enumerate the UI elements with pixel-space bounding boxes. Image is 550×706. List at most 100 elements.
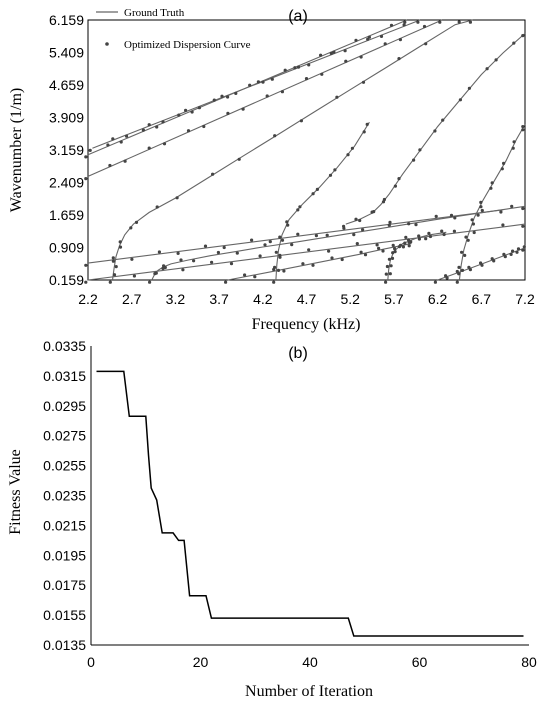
- optimized-point: [132, 274, 136, 278]
- optimized-point: [521, 224, 525, 228]
- optimized-point: [354, 38, 358, 42]
- optimized-point: [274, 250, 278, 254]
- optimized-point: [393, 184, 397, 188]
- optimized-point: [147, 146, 151, 150]
- optimized-point: [84, 280, 88, 284]
- optimized-point: [250, 238, 254, 242]
- y-tick-label: 5.409: [49, 45, 84, 61]
- optimized-point: [296, 65, 301, 69]
- optimized-point: [407, 240, 411, 244]
- y-tick-label: 0.0275: [43, 428, 86, 444]
- optimized-point: [177, 113, 181, 117]
- optimized-point: [442, 232, 446, 237]
- ground-truth-curve: [92, 19, 421, 149]
- ground-truth-curve: [87, 223, 526, 281]
- y-axis-label-a: Wavenumber (1/m): [8, 88, 25, 212]
- optimized-point: [363, 253, 368, 257]
- optimized-point: [463, 253, 467, 257]
- optimized-point: [125, 134, 129, 138]
- optimized-point: [342, 224, 346, 228]
- optimized-point: [490, 181, 494, 185]
- optimized-point: [333, 168, 337, 172]
- optimized-point: [197, 106, 201, 110]
- optimized-point: [273, 134, 277, 138]
- optimized-point: [328, 173, 333, 177]
- optimized-point: [280, 238, 285, 242]
- optimized-point: [332, 50, 336, 54]
- x-tick-labels-a: 2.2 2.7 3.2 3.7 4.2 4.7 5.2 5.7 6.2 6.7 7.2: [78, 291, 535, 307]
- optimized-point: [175, 196, 179, 200]
- x-tick-label: 3.7: [209, 291, 229, 307]
- x-axis-label-b: Number of Iteration: [245, 683, 373, 700]
- optimized-point: [372, 210, 376, 214]
- ground-truth-curve: [87, 209, 504, 264]
- dispersion-chart: 2.2 2.7 3.2 3.7 4.2 4.7 5.2 5.7 6.2 6.7 7.2 0.1590…: [8, 7, 535, 333]
- x-tick-label: 60: [412, 654, 428, 670]
- x-tick-label: 20: [193, 654, 209, 670]
- optimized-point: [241, 107, 245, 111]
- optimized-point: [129, 226, 133, 230]
- optimized-point: [147, 123, 151, 127]
- x-tick-label: 4.2: [253, 291, 273, 307]
- optimized-point: [522, 245, 526, 249]
- optimized-point: [330, 256, 334, 260]
- optimized-point: [261, 80, 265, 84]
- ground-truth-curve: [387, 231, 447, 281]
- x-tick-label: 40: [302, 654, 318, 670]
- optimized-point: [307, 248, 311, 252]
- optimized-point: [301, 262, 305, 266]
- optimized-point: [111, 256, 115, 260]
- optimized-point: [502, 161, 506, 165]
- optimized-point: [358, 218, 362, 223]
- optimized-point: [397, 245, 402, 249]
- optimized-point: [453, 216, 457, 220]
- optimized-point: [359, 55, 363, 59]
- optimized-point: [416, 20, 420, 24]
- x-tick-label: 2.2: [78, 291, 98, 307]
- optimized-point: [153, 272, 157, 276]
- optimized-point: [282, 269, 286, 273]
- optimized-point: [458, 98, 462, 102]
- optimized-point: [471, 222, 475, 226]
- optimized-point: [307, 63, 311, 67]
- optimized-point: [157, 250, 161, 254]
- optimized-point: [466, 238, 470, 242]
- optimized-point: [387, 223, 391, 227]
- optimized-point: [412, 158, 416, 162]
- optimized-point: [480, 208, 484, 213]
- optimized-point: [286, 223, 290, 227]
- optimized-point: [268, 240, 272, 244]
- optimized-point: [298, 205, 302, 209]
- legend: Ground Truth Optimized Dispersion Curve: [96, 7, 251, 51]
- optimized-point: [276, 268, 281, 272]
- y-tick-label: 2.409: [49, 175, 84, 191]
- legend-label-ground-truth: Ground Truth: [124, 7, 185, 19]
- y-tick-label: 0.0155: [43, 607, 86, 623]
- optimized-point: [212, 98, 216, 102]
- y-tick-label: 3.909: [49, 110, 84, 126]
- optimized-point: [455, 269, 459, 274]
- optimized-point: [134, 220, 139, 224]
- optimized-point: [350, 146, 354, 150]
- optimized-point: [256, 80, 260, 84]
- optimized-point: [108, 163, 112, 168]
- optimized-point: [384, 280, 388, 284]
- optimized-point: [290, 243, 294, 247]
- optimized-point: [468, 268, 472, 272]
- optimized-point: [362, 130, 366, 134]
- optimized-point: [111, 137, 115, 141]
- x-tick-label: 6.2: [428, 291, 448, 307]
- optimized-point: [407, 222, 411, 226]
- optimized-point: [383, 42, 387, 46]
- optimized-point: [385, 264, 389, 269]
- optimized-point: [272, 280, 276, 284]
- optimized-point: [397, 177, 401, 181]
- optimized-point: [211, 172, 215, 176]
- optimized-point: [382, 197, 386, 202]
- optimized-point: [118, 245, 123, 249]
- optimized-point: [299, 119, 303, 123]
- ground-truth-curve: [275, 121, 370, 281]
- optimized-point: [389, 23, 394, 27]
- optimized-point: [344, 59, 348, 63]
- optimized-point: [438, 20, 442, 24]
